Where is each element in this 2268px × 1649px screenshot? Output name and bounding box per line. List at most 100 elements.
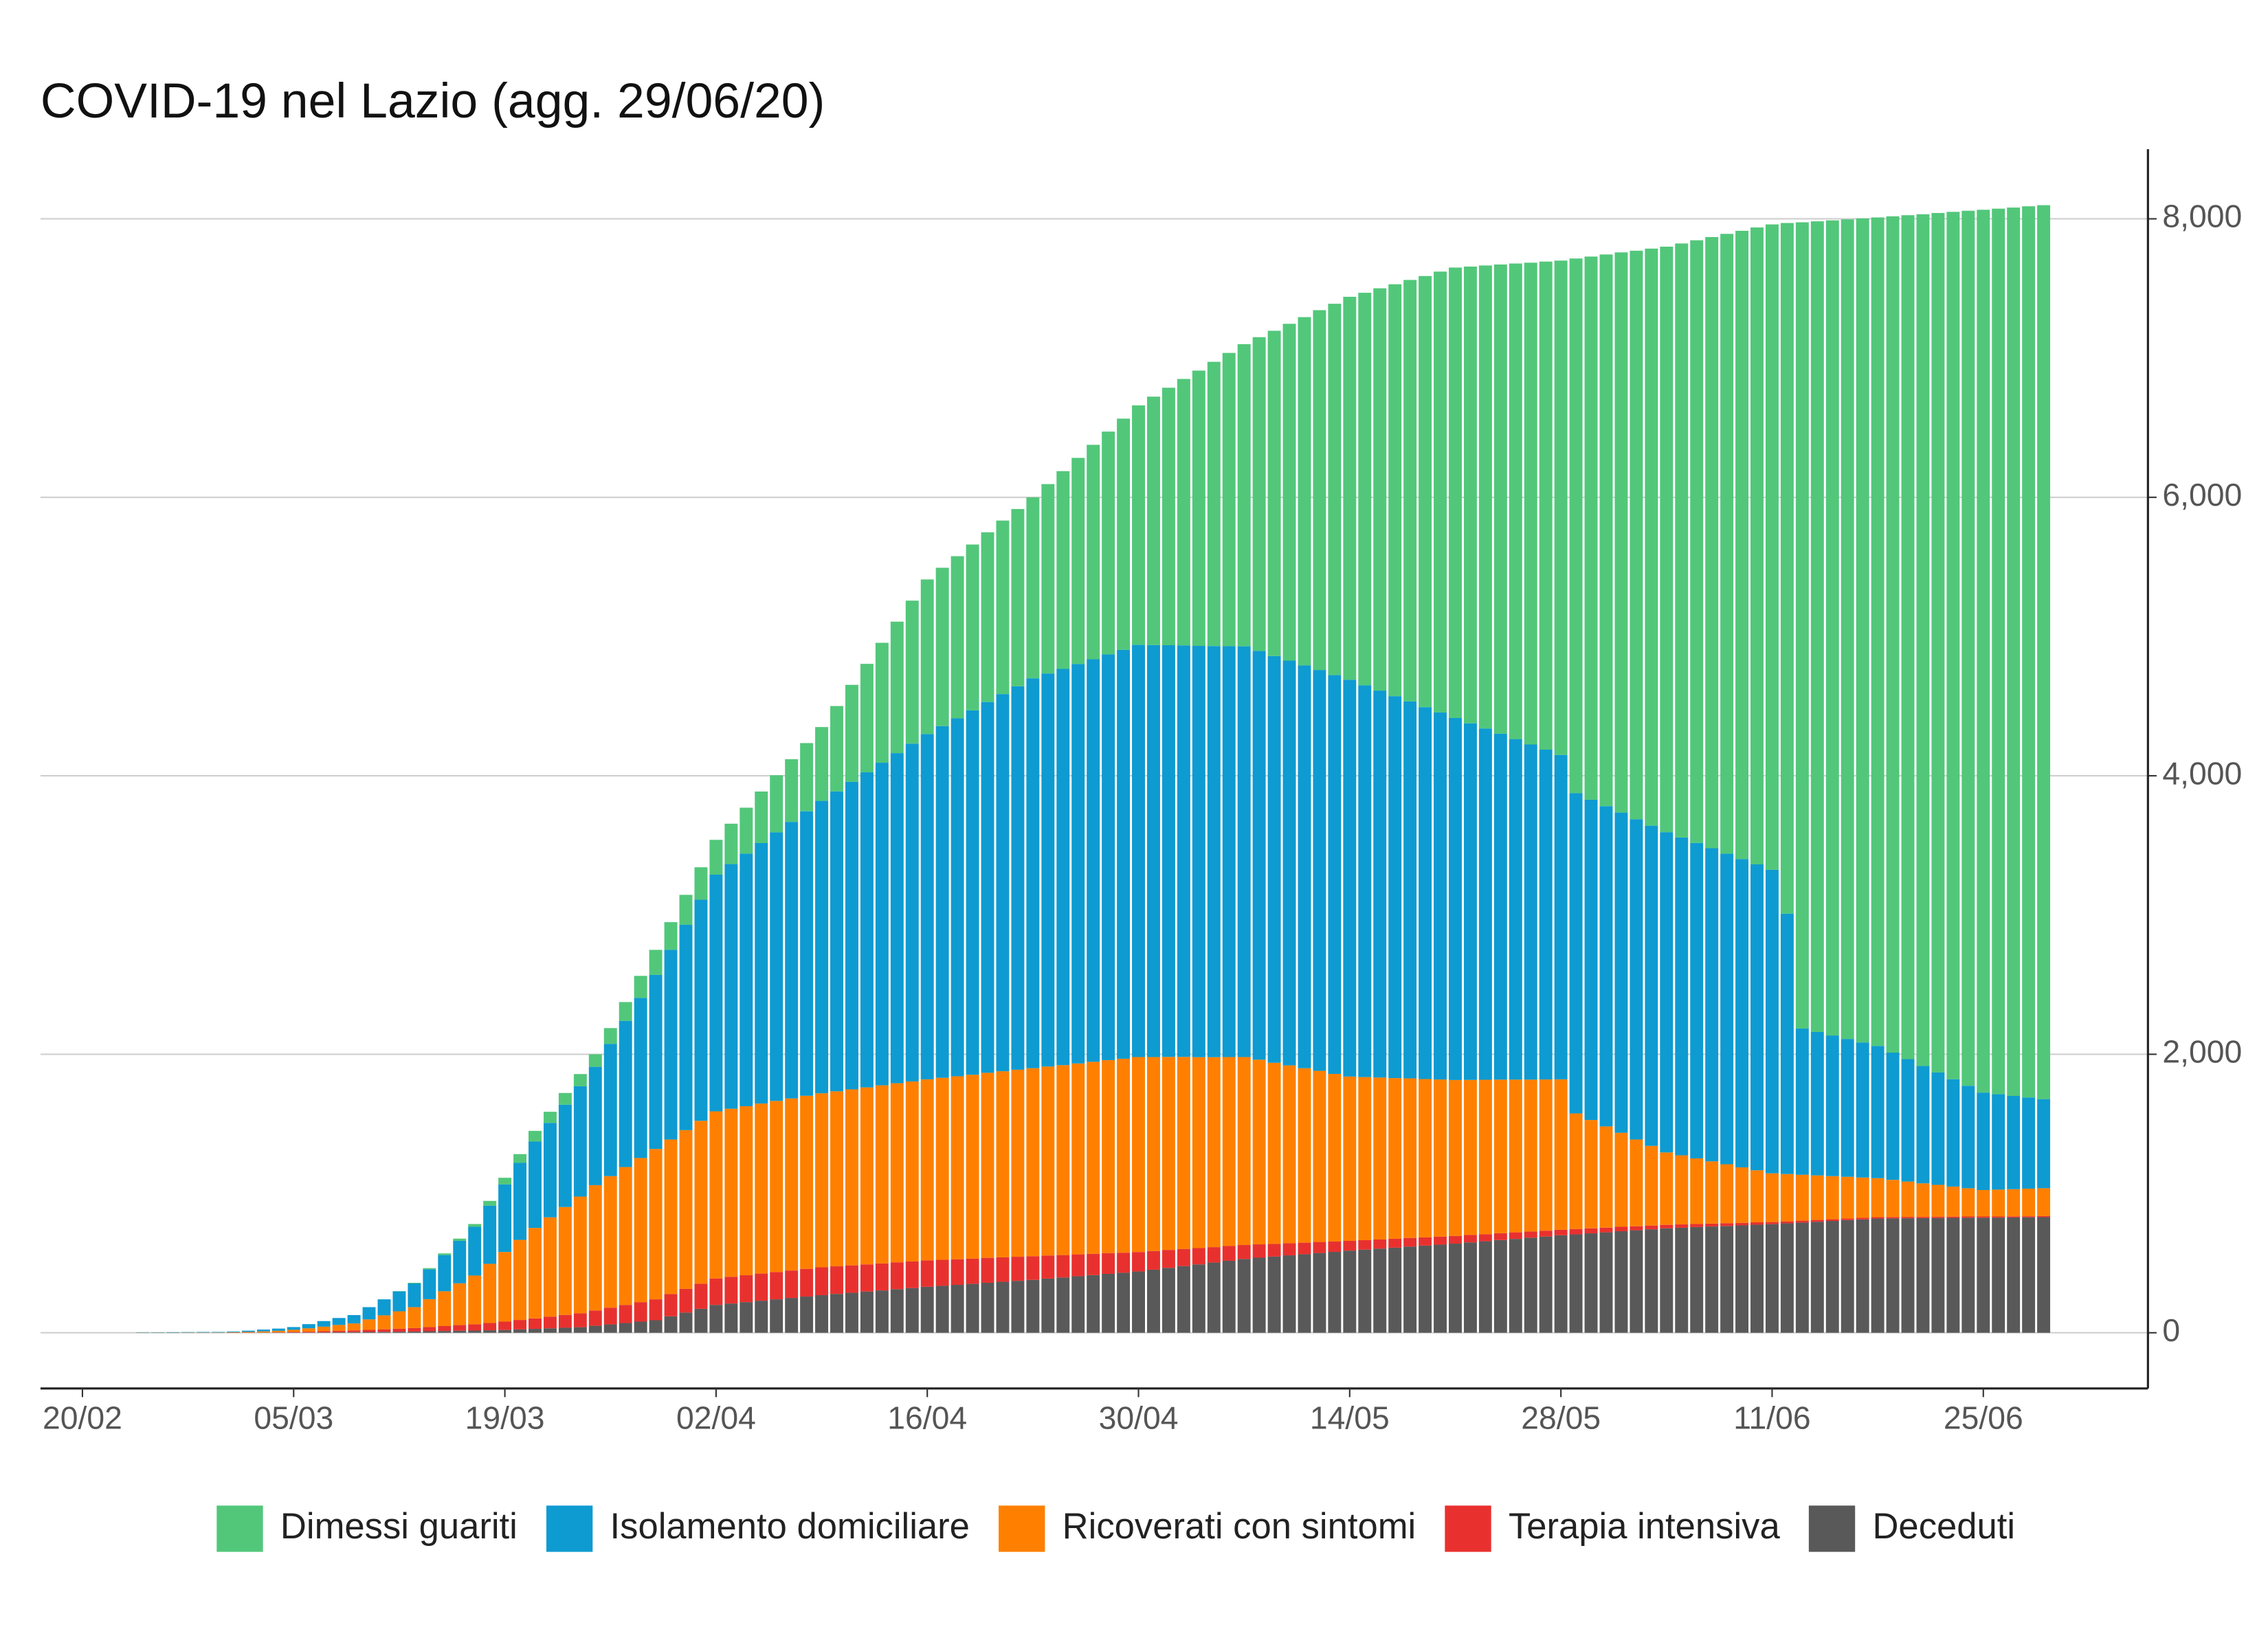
bar-segment bbox=[483, 1330, 497, 1333]
bar-segment bbox=[1449, 1079, 1462, 1236]
bar-segment bbox=[1795, 1222, 1809, 1333]
bar-segment bbox=[1509, 1079, 1522, 1233]
bar-segment bbox=[950, 1285, 964, 1333]
bar-segment bbox=[603, 1308, 617, 1325]
bar-segment bbox=[197, 1332, 210, 1333]
bar-segment bbox=[1434, 1079, 1447, 1237]
bar-segment bbox=[1343, 680, 1357, 1077]
bar-segment bbox=[1856, 1042, 1869, 1178]
bar-segment bbox=[740, 1275, 753, 1303]
bar-segment bbox=[1282, 324, 1296, 661]
bar-segment bbox=[332, 1325, 346, 1331]
bar-segment bbox=[996, 1281, 1010, 1333]
bar-segment bbox=[1237, 1245, 1251, 1259]
bar-segment bbox=[649, 1320, 663, 1333]
bar-segment bbox=[1509, 739, 1522, 1080]
bar-segment bbox=[362, 1332, 376, 1333]
bar-segment bbox=[724, 864, 738, 1109]
bar-segment bbox=[1735, 1167, 1749, 1223]
bar-segment bbox=[905, 1261, 919, 1288]
bar-segment bbox=[694, 899, 708, 1121]
bar-segment bbox=[950, 556, 964, 719]
bar-segment bbox=[1645, 825, 1658, 1146]
bar-segment bbox=[347, 1330, 361, 1332]
bar-segment bbox=[649, 950, 663, 975]
bar-segment bbox=[438, 1291, 452, 1327]
bar-segment bbox=[1419, 707, 1432, 1079]
bar-segment bbox=[830, 1091, 843, 1267]
bar-segment bbox=[1614, 1226, 1628, 1231]
bar-segment bbox=[1358, 293, 1372, 686]
bar-segment bbox=[1992, 1094, 2005, 1190]
bar-segment bbox=[1041, 1255, 1055, 1279]
bar-segment bbox=[1977, 1190, 1990, 1217]
bar-segment bbox=[1222, 1057, 1236, 1246]
bar-segment bbox=[1041, 484, 1055, 674]
legend-swatch bbox=[999, 1505, 1045, 1552]
bar-segment bbox=[1011, 1281, 1025, 1333]
bar-segment bbox=[392, 1332, 406, 1333]
bar-segment bbox=[890, 1262, 904, 1290]
bar-segment bbox=[1946, 1218, 1960, 1333]
bar-segment bbox=[513, 1154, 527, 1163]
bar-segment bbox=[935, 1286, 949, 1333]
bar-segment bbox=[529, 1228, 542, 1319]
bar-segment bbox=[890, 1083, 904, 1263]
bar-segment bbox=[1493, 733, 1507, 1080]
bar-segment bbox=[981, 1257, 994, 1283]
bar-segment bbox=[1463, 266, 1477, 723]
bar-segment bbox=[619, 1323, 632, 1333]
bar-segment bbox=[1056, 471, 1070, 669]
bar-segment bbox=[1810, 1031, 1824, 1176]
bar-segment bbox=[1614, 1132, 1628, 1227]
bar-segment bbox=[935, 726, 949, 1078]
bar-segment bbox=[588, 1185, 602, 1311]
bar-segment bbox=[1825, 220, 1839, 1036]
bar-segment bbox=[1750, 1222, 1764, 1225]
bar-segment bbox=[996, 520, 1010, 695]
bar-segment bbox=[709, 1111, 723, 1279]
legend-swatch bbox=[1445, 1505, 1491, 1552]
bar-segment bbox=[1916, 1217, 1930, 1218]
bar-segment bbox=[603, 1044, 617, 1176]
bar-segment bbox=[1207, 1057, 1221, 1248]
bar-segment bbox=[1795, 1174, 1809, 1221]
bar-segment bbox=[453, 1240, 467, 1283]
bar-segment bbox=[543, 1316, 557, 1329]
bar-segment bbox=[2022, 206, 2036, 1098]
bar-segment bbox=[830, 1266, 843, 1294]
bar-segment bbox=[1373, 1077, 1387, 1239]
bar-segment bbox=[845, 1292, 858, 1333]
bar-segment bbox=[1584, 1120, 1598, 1229]
bar-segment bbox=[1795, 1028, 1809, 1175]
bar-segment bbox=[1267, 1244, 1281, 1257]
bar-segment bbox=[1961, 1188, 1975, 1217]
bar-segment bbox=[317, 1326, 331, 1332]
bar-segment bbox=[1449, 267, 1462, 719]
bar-segment bbox=[1026, 1279, 1040, 1333]
bar-segment bbox=[740, 807, 753, 854]
bar-segment bbox=[1916, 214, 1930, 1066]
bar-segment bbox=[468, 1224, 482, 1227]
bar-segment bbox=[1931, 1216, 1945, 1218]
bar-segment bbox=[1102, 1274, 1115, 1333]
bar-segment bbox=[423, 1268, 436, 1270]
bar-segment bbox=[1509, 263, 1522, 739]
bar-segment bbox=[1102, 1253, 1115, 1275]
bar-segment bbox=[920, 1286, 934, 1333]
legend-label: Terapia intensiva bbox=[1509, 1506, 1781, 1547]
bar-segment bbox=[1102, 654, 1115, 1060]
bar-segment bbox=[981, 702, 994, 1073]
bar-segment bbox=[890, 753, 904, 1084]
legend-label: Ricoverati con sintomi bbox=[1063, 1506, 1416, 1547]
bar-segment bbox=[1660, 247, 1674, 833]
legend-label: Isolamento domiciliare bbox=[610, 1506, 970, 1547]
bar-segment bbox=[1584, 799, 1598, 1121]
bar-segment bbox=[1434, 712, 1447, 1080]
bar-segment bbox=[785, 1298, 799, 1333]
bar-segment bbox=[438, 1253, 452, 1255]
bar-segment bbox=[1720, 234, 1734, 854]
bar-segment bbox=[1630, 819, 1643, 1140]
bar-segment bbox=[1931, 1072, 1945, 1185]
